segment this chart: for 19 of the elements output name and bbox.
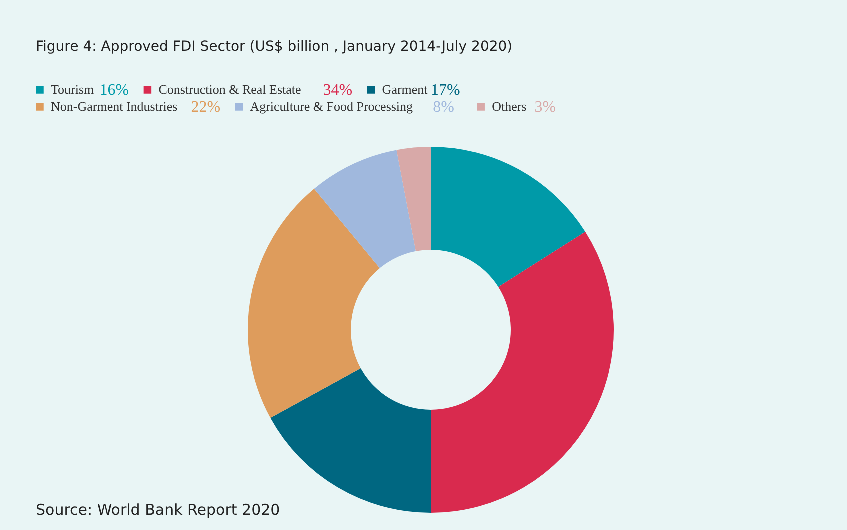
source-note: Source: World Bank Report 2020 xyxy=(36,501,280,519)
data-label: 16% xyxy=(100,82,130,99)
data-label: 22% xyxy=(191,99,221,116)
legend-label: Non-Garment Industries xyxy=(51,99,178,114)
data-label: 34% xyxy=(323,82,353,99)
legend-label: Agriculture & Food Processing xyxy=(250,99,414,114)
donut-slice xyxy=(431,147,586,288)
legend-label: Construction & Real Estate xyxy=(158,82,302,97)
data-label: 17% xyxy=(431,82,460,99)
legend-label: Tourism xyxy=(51,82,94,97)
donut-slice xyxy=(396,147,431,252)
legend-label: Garment xyxy=(382,82,428,97)
donut-slice xyxy=(248,188,380,418)
data-label: 8% xyxy=(433,99,454,116)
donut-slice xyxy=(314,150,416,268)
legend-label: Others xyxy=(492,99,527,114)
data-label: 3% xyxy=(534,99,556,116)
donut-slice xyxy=(431,232,614,513)
chart-title: Figure 4: Approved FDI Sector (US$ billion , January 2014-July 2020) xyxy=(36,39,513,55)
